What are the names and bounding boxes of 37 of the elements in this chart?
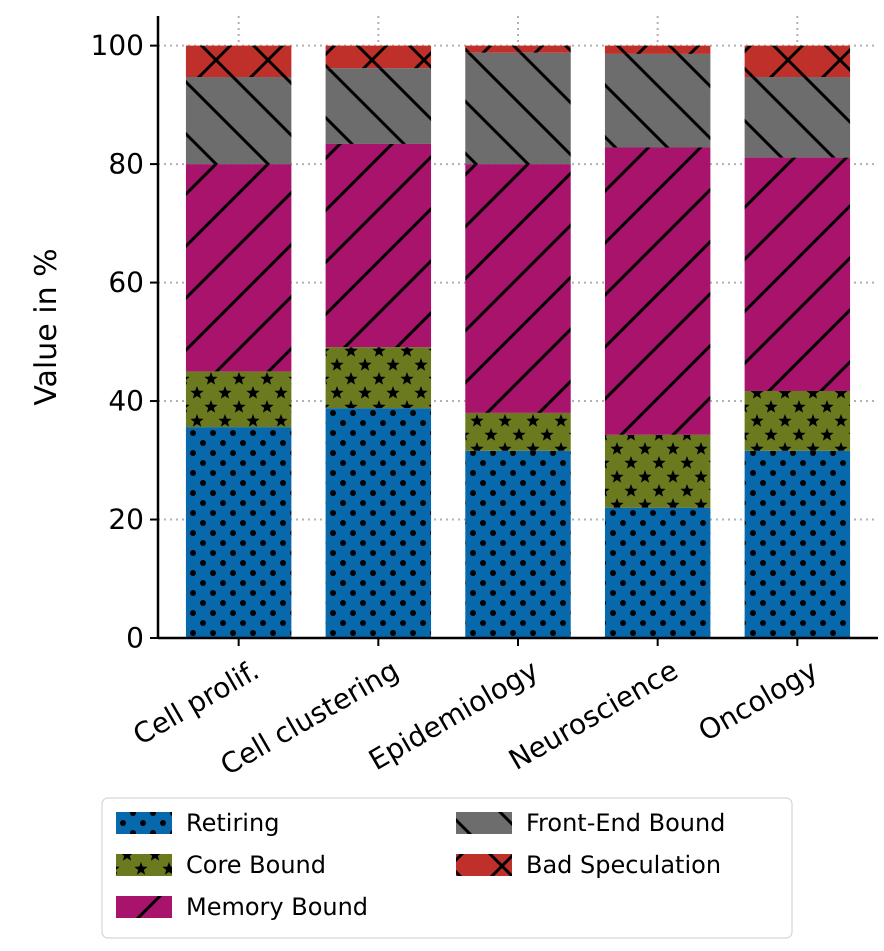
bar [186, 46, 292, 78]
legend-label: Front-End Bound [526, 809, 726, 837]
y-tick-label: 20 [108, 503, 144, 536]
bar [744, 158, 850, 391]
y-axis-title: Value in % [29, 248, 64, 406]
bar [326, 408, 432, 638]
bar [186, 77, 292, 164]
bar [604, 148, 710, 435]
legend-label: Retiring [186, 809, 280, 837]
bar [604, 54, 710, 148]
bar [744, 77, 850, 158]
bar [186, 164, 292, 372]
bar [744, 46, 850, 78]
legend-label: Memory Bound [186, 893, 368, 921]
bar [186, 427, 292, 638]
bar [744, 390, 850, 451]
bar [465, 450, 571, 638]
bar [604, 46, 710, 54]
bar [326, 347, 432, 408]
bar [465, 164, 571, 413]
y-tick-label: 60 [108, 266, 144, 300]
bar [465, 52, 571, 164]
y-tick-label: 100 [90, 29, 144, 62]
bar [326, 46, 432, 68]
bar [744, 450, 850, 638]
y-tick-label: 80 [108, 148, 144, 181]
y-tick-label: 0 [126, 622, 144, 654]
legend-label: Bad Speculation [526, 851, 722, 879]
legend-label: Core Bound [186, 851, 326, 879]
bar [465, 412, 571, 451]
bar [326, 68, 432, 144]
bar [326, 144, 432, 348]
y-tick-label: 40 [108, 384, 144, 418]
bar [186, 371, 292, 428]
bar [604, 434, 710, 508]
bar [465, 46, 571, 53]
bar [604, 508, 710, 638]
